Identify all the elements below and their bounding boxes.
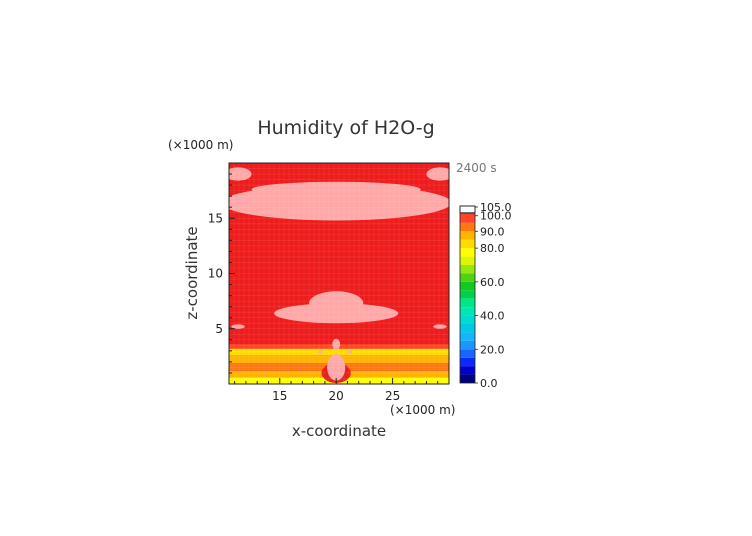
colorbar-bin	[460, 349, 475, 358]
x-unit-label: (×1000 m)	[390, 403, 455, 417]
field-region	[229, 167, 252, 181]
field-region	[271, 377, 293, 384]
field-region	[251, 181, 421, 198]
colorbar-bin	[460, 222, 475, 232]
field-region	[426, 167, 449, 181]
y-axis: 5 10 15	[208, 173, 235, 374]
colorbar-bin	[460, 239, 475, 249]
x-tick-label: 15	[272, 389, 287, 403]
field-region	[332, 338, 341, 350]
colorbar-bin	[460, 332, 475, 341]
colorbar-frame	[459, 205, 476, 384]
colorbar-bin	[460, 290, 475, 299]
chart-title: Humidity of H2O-g	[257, 117, 434, 139]
time-label: 2400 s	[456, 161, 497, 175]
colorbar-bin	[460, 315, 475, 324]
y-unit-label: (×1000 m)	[168, 138, 233, 152]
colorbar-bin	[460, 231, 475, 240]
field-region	[347, 350, 352, 354]
colorbar-bin	[460, 281, 475, 291]
y-axis-label: z-coordinate	[183, 226, 201, 319]
colorbar-label: 100.0	[480, 210, 512, 223]
colorbar-label: 80.0	[480, 242, 505, 255]
colorbar-label: 105.0	[480, 201, 512, 214]
heatmap-field	[229, 163, 449, 384]
colorbar-bin	[460, 256, 475, 265]
cell-grid	[229, 163, 449, 384]
colorbar-bin	[460, 212, 475, 215]
colorbar-bin	[460, 214, 475, 223]
colorbar-bin	[460, 273, 475, 282]
x-tick-label: 25	[385, 389, 400, 403]
colorbar-bin	[460, 265, 475, 274]
colorbar-bin	[460, 357, 475, 367]
colorbar-label: 60.0	[480, 276, 505, 289]
colorbar-bin	[460, 307, 475, 316]
colorbar-top-bin	[459, 205, 476, 214]
field-band	[229, 348, 449, 356]
colorbar-label: 90.0	[480, 225, 505, 238]
field-region	[380, 377, 401, 384]
x-axis-label: x-coordinate	[292, 422, 386, 440]
colorbar-bin	[460, 248, 475, 257]
y-tick-label: 5	[215, 322, 223, 336]
colorbar-bin	[460, 374, 475, 383]
y-tick-label: 15	[208, 211, 223, 225]
colorbar-bin	[460, 298, 475, 308]
field-region	[318, 350, 323, 354]
x-axis: 15 20 25	[234, 378, 450, 403]
y-tick-label: 10	[208, 267, 223, 281]
field-region	[309, 291, 364, 316]
colorbar-label: 20.0	[480, 343, 505, 356]
colorbar-label: 40.0	[480, 310, 505, 323]
field-region	[433, 324, 447, 329]
colorbar-bin	[460, 324, 475, 333]
field-region	[231, 324, 245, 329]
colorbar-bin	[460, 340, 475, 350]
colorbar-label: 0.0	[480, 377, 498, 390]
colorbar-bin	[460, 366, 475, 375]
x-tick-label: 20	[329, 389, 344, 403]
field-region	[327, 354, 346, 381]
